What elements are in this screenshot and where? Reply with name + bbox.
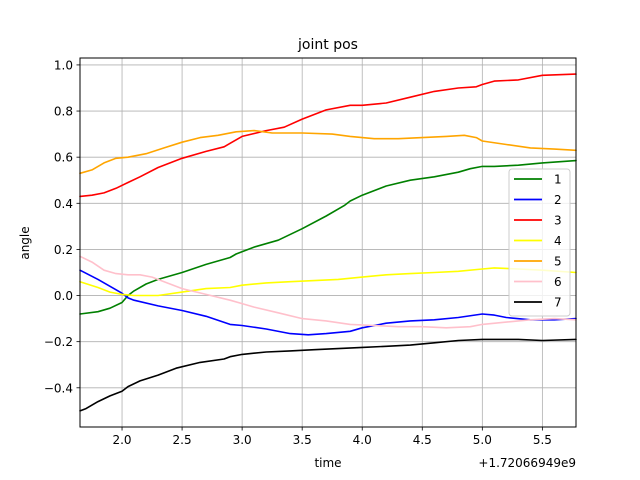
- y-tick-label: 0.4: [54, 197, 73, 211]
- legend-label-3: 3: [554, 214, 562, 228]
- x-tick-label: 2.5: [173, 433, 192, 447]
- series-line-7: [79, 338, 577, 412]
- series-line-5: [79, 129, 577, 175]
- y-tick-label: −0.2: [44, 335, 73, 349]
- series-line-4: [79, 267, 577, 297]
- legend-label-2: 2: [554, 193, 562, 207]
- x-tick-label: 4.0: [353, 433, 372, 447]
- x-tick-label: 3.5: [293, 433, 312, 447]
- x-tick-label: 4.5: [413, 433, 432, 447]
- y-tick-label: 0.0: [54, 289, 73, 303]
- y-axis-label: angle: [18, 226, 32, 259]
- x-axis-ticks: 2.0 2.5 3.0 3.5 4.0 4.5 5.0 5.5: [112, 427, 552, 447]
- x-tick-label: 5.0: [473, 433, 492, 447]
- legend: 1 2 3 4 5 6 7: [508, 168, 571, 317]
- grid: [80, 58, 576, 427]
- legend-label-6: 6: [554, 275, 562, 289]
- legend-box: [508, 168, 571, 317]
- x-tick-label: 2.0: [112, 433, 131, 447]
- x-axis-offset-label: +1.72066949e9: [478, 456, 576, 470]
- legend-label-7: 7: [554, 296, 562, 310]
- series-line-2: [79, 269, 577, 336]
- series-line-6: [79, 255, 577, 329]
- legend-items: 1 2 3 4 5 6 7: [514, 173, 562, 310]
- y-tick-label: −0.4: [44, 381, 73, 395]
- series-lines: [79, 73, 577, 412]
- series-line-1: [79, 159, 577, 315]
- y-tick-label: 0.8: [54, 105, 73, 119]
- series-line-3: [79, 73, 577, 198]
- chart-title: joint pos: [297, 37, 358, 53]
- y-axis-ticks: −0.4 −0.2 0.0 0.2 0.4 0.6 0.8 1.0: [44, 58, 80, 395]
- y-tick-label: 0.6: [54, 151, 73, 165]
- x-tick-label: 3.0: [233, 433, 252, 447]
- legend-label-5: 5: [554, 255, 562, 269]
- x-axis-label: time: [314, 456, 341, 470]
- y-tick-label: 0.2: [54, 243, 73, 257]
- legend-label-1: 1: [554, 173, 562, 187]
- y-tick-label: 1.0: [54, 58, 73, 72]
- legend-label-4: 4: [554, 234, 562, 248]
- x-tick-label: 5.5: [533, 433, 552, 447]
- plot-frame: [79, 57, 577, 428]
